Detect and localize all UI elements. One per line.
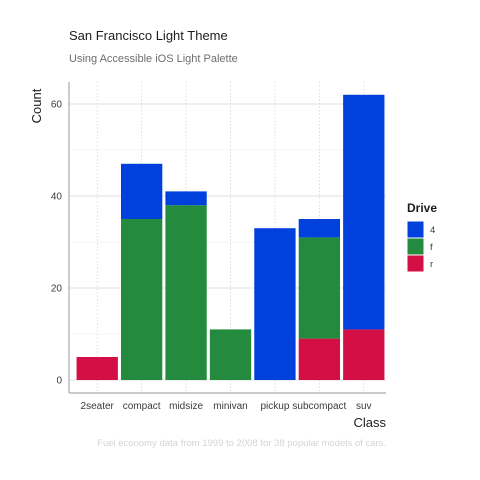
x-tick-label: compact	[123, 401, 161, 412]
bar-suv-r	[343, 329, 385, 380]
bar-subcompact-f	[298, 237, 341, 339]
legend: Drive 4 fr	[406, 201, 437, 273]
x-tick-label: midsize	[169, 401, 203, 412]
bar-pickup-4	[254, 228, 296, 380]
legend-label-f: f	[430, 242, 433, 253]
bar-compact-f	[120, 219, 163, 380]
bar-midsize-f	[165, 205, 207, 380]
bar-midsize-4	[165, 191, 207, 206]
x-tick-labels: 2seater compact midsize minivan pickup subcom…	[81, 401, 372, 412]
bar-minivan-f	[209, 329, 252, 380]
x-tick-label: pickup	[260, 401, 289, 412]
x-tick-label: 2seater	[81, 401, 115, 412]
bar-suv-4	[343, 94, 385, 330]
chart-caption: Fuel economy data from 1999 to 2008 for …	[97, 438, 386, 449]
chart-subtitle: Using Accessible iOS Light Palette	[69, 53, 238, 65]
chart-title: San Francisco Light Theme	[69, 28, 228, 43]
y-tick-label: 20	[51, 284, 63, 295]
legend-label-r: r	[430, 259, 433, 270]
legend-key-f	[406, 237, 425, 256]
bar-subcompact-r	[298, 338, 341, 380]
bar-subcompact-4	[298, 219, 341, 238]
x-tick-label: minivan	[213, 401, 247, 412]
x-axis-title: Class	[353, 415, 386, 430]
axes	[68, 82, 386, 394]
x-tick-label: subcompact	[292, 401, 346, 412]
y-axis-title: Count	[29, 88, 44, 123]
bars	[76, 94, 385, 380]
y-tick-label: 40	[51, 192, 63, 203]
y-tick-label: 0	[56, 376, 62, 387]
legend-key-r	[406, 254, 425, 273]
x-tick-label: suv	[356, 401, 372, 412]
legend-label-4: 4	[430, 225, 435, 236]
bar-2seater-r	[76, 357, 118, 380]
legend-title: Drive	[407, 201, 437, 215]
y-tick-labels: 0 20 40 60	[51, 100, 63, 387]
y-tick-label: 60	[51, 100, 63, 111]
legend-key-4	[406, 220, 425, 239]
bar-compact-4	[120, 163, 163, 219]
